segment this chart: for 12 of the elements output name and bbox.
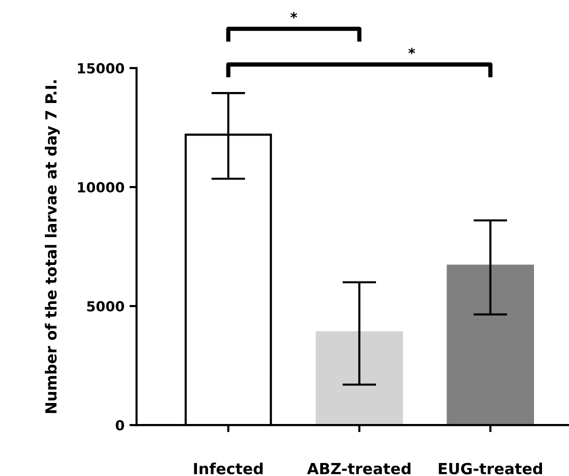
y-tick-label: 10000 xyxy=(78,182,124,193)
y-tick-label: 5000 xyxy=(87,301,124,312)
bar xyxy=(446,264,534,426)
bar xyxy=(316,331,403,426)
y-axis-title: Number of the total larvae at day 7 P.I. xyxy=(44,80,60,413)
y-tick-label: 0 xyxy=(116,420,124,431)
x-tick-label: ABZ-treated xyxy=(307,462,410,474)
text: * xyxy=(290,12,298,18)
x-tick-label: Infected xyxy=(194,462,263,474)
text: * xyxy=(408,48,416,54)
x-tick-label: EUG-treated xyxy=(438,462,542,474)
y-tick-label: 15000 xyxy=(78,63,124,74)
